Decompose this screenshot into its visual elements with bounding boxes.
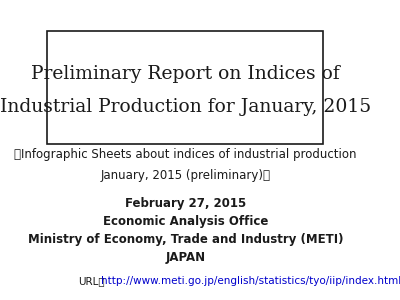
Text: February 27, 2015: February 27, 2015 <box>125 197 246 210</box>
Text: URL：: URL： <box>78 276 105 286</box>
Text: January, 2015 (preliminary)～: January, 2015 (preliminary)～ <box>100 169 270 182</box>
Text: http://www.meti.go.jp/english/statistics/tyo/iip/index.html: http://www.meti.go.jp/english/statistics… <box>101 276 400 286</box>
Text: Preliminary Report on Indices of: Preliminary Report on Indices of <box>31 65 340 83</box>
Text: ～Infographic Sheets about indices of industrial production: ～Infographic Sheets about indices of ind… <box>14 148 356 161</box>
Text: Ministry of Economy, Trade and Industry (METI): Ministry of Economy, Trade and Industry … <box>28 233 343 246</box>
Text: Industrial Production for January, 2015: Industrial Production for January, 2015 <box>0 98 371 116</box>
Text: Economic Analysis Office: Economic Analysis Office <box>103 215 268 228</box>
Text: JAPAN: JAPAN <box>165 250 205 263</box>
FancyBboxPatch shape <box>47 31 323 144</box>
